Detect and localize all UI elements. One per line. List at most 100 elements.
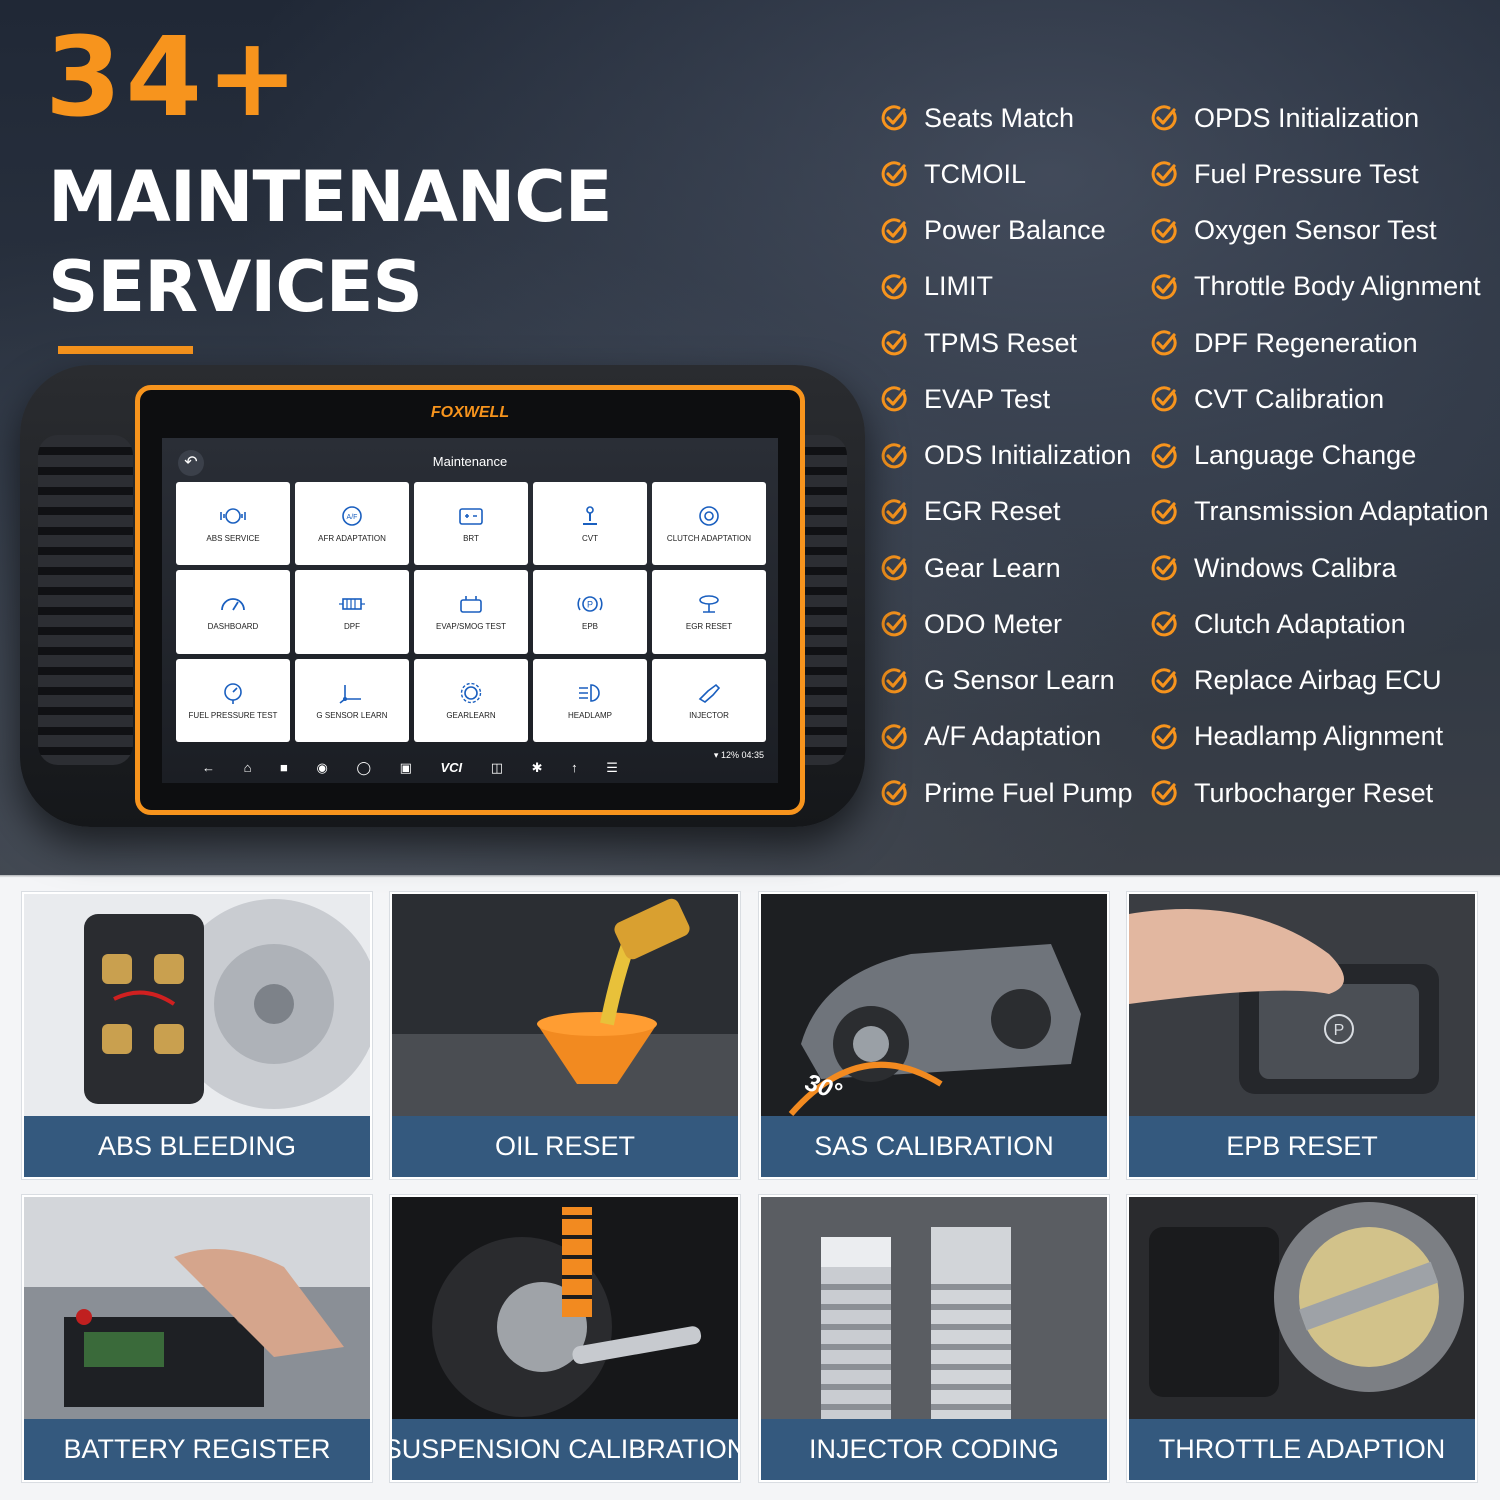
service-label: Transmission Adaptation <box>1194 496 1489 527</box>
service-label: Throttle Body Alignment <box>1194 271 1481 302</box>
tile-egr-reset[interactable]: EGR RESET <box>652 570 766 654</box>
card-throttle-adaption: THROTTLE ADAPTION <box>1127 1195 1477 1482</box>
service-item: Oxygen Sensor Test <box>1150 203 1489 259</box>
service-item: Fuel Pressure Test <box>1150 146 1489 202</box>
tile-headlamp[interactable]: HEADLAMP <box>533 658 647 742</box>
nav-back-icon[interactable]: ← <box>202 760 215 775</box>
service-label: ODO Meter <box>924 608 1063 639</box>
service-item: Transmission Adaptation <box>1150 484 1489 540</box>
tile-injector[interactable]: INJECTOR <box>652 658 766 742</box>
tile-epb[interactable]: P EPB <box>533 570 647 654</box>
tile-gearlearn[interactable]: GEARLEARN <box>414 658 528 742</box>
nav-home-icon[interactable]: ⌂ <box>243 760 252 775</box>
tile-label: G SENSOR LEARN <box>316 710 388 720</box>
suspension-icon <box>392 1197 738 1419</box>
card-caption: THROTTLE ADAPTION <box>1129 1419 1475 1480</box>
svg-text:A/F: A/F <box>347 514 358 521</box>
nav-camera-icon[interactable]: ◉ <box>316 760 328 775</box>
tile-label: GEARLEARN <box>446 710 496 720</box>
headline-line-1: MAINTENANCE <box>48 156 613 238</box>
service-item: Replace Airbag ECU <box>1150 653 1489 709</box>
service-item: CVT Calibration <box>1150 371 1489 427</box>
device-bezel: FOXWELL ↶ Maintenance ABS SERVICE A/F AFR … <box>135 385 805 815</box>
tile-clutch-adaptation[interactable]: CLUTCH ADAPTATION <box>652 482 766 566</box>
check-icon <box>881 555 907 581</box>
check-icon <box>881 443 907 468</box>
check-icon <box>1151 499 1177 525</box>
tile-label: CVT <box>582 534 598 544</box>
egr-icon <box>699 595 719 614</box>
service-label: EVAP Test <box>924 383 1051 414</box>
nav-tools-icon[interactable]: ✱ <box>531 760 543 775</box>
tile-label: CLUTCH ADAPTATION <box>666 534 752 544</box>
device-brand-logo: FOXWELL <box>430 404 510 421</box>
card-caption: EPB RESET <box>1129 1116 1475 1177</box>
tile-brt[interactable]: BRT <box>414 482 528 566</box>
parking-button-icon: P <box>1129 894 1475 1116</box>
tile-label: DASHBOARD <box>207 622 259 632</box>
service-label: OPDS Initialization <box>1194 102 1420 133</box>
card-caption: INJECTOR CODING <box>761 1419 1107 1480</box>
device-grip-left <box>38 435 133 765</box>
evap-icon <box>460 596 482 614</box>
service-list-right: OPDS Initialization Fuel Pressure Test Oxy… <box>1150 90 1489 821</box>
service-label: Replace Airbag ECU <box>1194 665 1442 696</box>
nav-browser-icon[interactable]: ◯ <box>356 760 371 775</box>
tile-dashboard[interactable]: DASHBOARD <box>176 570 290 654</box>
nav-vci-icon[interactable]: VCI <box>440 760 463 775</box>
abs-icon <box>220 508 246 524</box>
nav-crop-icon[interactable]: ▣ <box>399 760 412 775</box>
card-abs-bleeding: ABS BLEEDING <box>22 892 372 1179</box>
service-item: EGR Reset <box>880 484 1133 540</box>
check-icon <box>881 386 907 412</box>
card-sas-calibration: 30° SAS CALIBRATION <box>759 892 1109 1179</box>
gear-shift-icon <box>583 506 597 526</box>
tile-g-sensor-learn[interactable]: G SENSOR LEARN <box>295 658 409 742</box>
service-count: 34+ <box>45 13 303 141</box>
service-label: ODS Initialization <box>924 440 1132 471</box>
service-item: Language Change <box>1150 428 1489 484</box>
nav-upload-icon[interactable]: ↑ <box>571 760 578 775</box>
tile-afr-adaptation[interactable]: A/F AFR ADAPTATION <box>295 482 409 566</box>
svg-text:P: P <box>1334 1022 1345 1039</box>
check-icon <box>881 780 907 806</box>
back-arrow-icon[interactable]: ↶ <box>178 450 204 476</box>
service-item: Gear Learn <box>880 540 1133 596</box>
card-caption: SUSPENSION CALIBRATION <box>392 1419 738 1480</box>
service-label: DPF Regeneration <box>1194 327 1418 358</box>
injector-icon <box>698 683 721 703</box>
service-label: Prime Fuel Pump <box>924 777 1133 808</box>
tile-fuel-pressure-test[interactable]: FUEL PRESSURE TEST <box>176 658 290 742</box>
tile-abs-service[interactable]: ABS SERVICE <box>176 482 290 566</box>
nav-recent-icon[interactable]: ■ <box>280 760 288 775</box>
screen-title: Maintenance <box>432 454 508 469</box>
pressure-gauge-icon <box>224 683 242 704</box>
status-bar: ▾ 12% 04:35 <box>714 750 764 761</box>
service-item: Headlamp Alignment <box>1150 709 1489 765</box>
nav-menu-icon[interactable]: ☰ <box>606 760 618 775</box>
service-item: ODS Initialization <box>880 428 1133 484</box>
scan-tool-device: FOXWELL ↶ Maintenance ABS SERVICE A/F AFR … <box>20 365 865 827</box>
check-icon <box>1151 274 1177 300</box>
service-label: Clutch Adaptation <box>1194 608 1406 639</box>
service-label: Fuel Pressure Test <box>1194 158 1419 189</box>
service-label: Oxygen Sensor Test <box>1194 215 1437 246</box>
check-icon <box>1151 161 1177 187</box>
tile-cvt[interactable]: CVT <box>533 482 647 566</box>
service-item: LIMIT <box>880 259 1133 315</box>
service-item: DPF Regeneration <box>1150 315 1489 371</box>
clock: 04:35 <box>741 750 764 760</box>
headline-line-2: SERVICES <box>48 246 423 328</box>
tile-label: FUEL PRESSURE TEST <box>188 710 278 720</box>
tile-dpf[interactable]: DPF <box>295 570 409 654</box>
service-item: TPMS Reset <box>880 315 1133 371</box>
tile-evap-smog-test[interactable]: EVAP/SMOG TEST <box>414 570 528 654</box>
check-icon <box>1151 218 1177 243</box>
nav-car-icon[interactable]: ◫ <box>490 760 504 775</box>
axis-icon <box>339 684 361 704</box>
card-epb-reset: P EPB RESET <box>1127 892 1477 1179</box>
service-label: TPMS Reset <box>924 327 1078 358</box>
card-oil-reset: OIL RESET <box>390 892 740 1179</box>
service-item: Seats Match <box>880 90 1133 146</box>
gauge-icon <box>221 598 245 611</box>
